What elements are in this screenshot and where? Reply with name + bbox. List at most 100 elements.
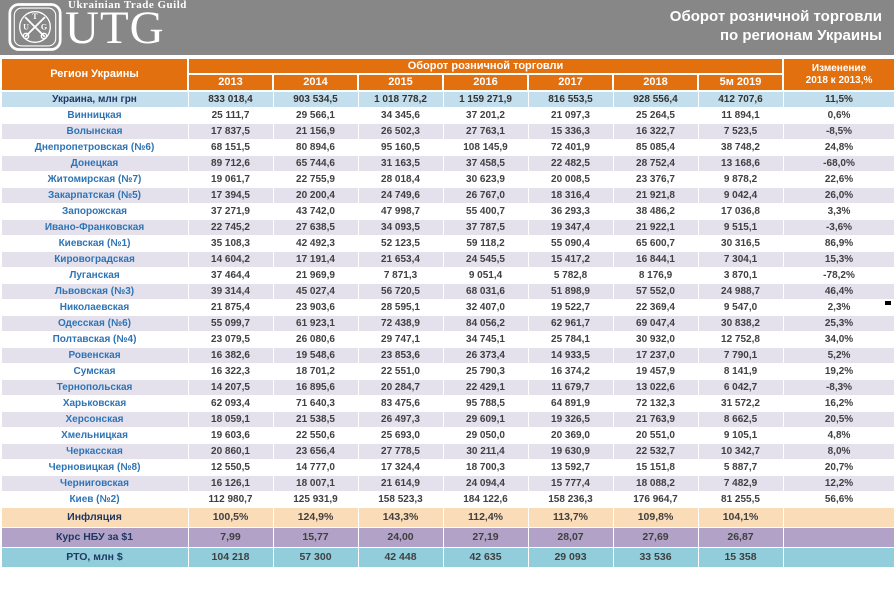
table-row: Житомирская (№7) 19 061,7 22 755,9 28 018,4… xyxy=(0,171,894,188)
value-cell: 28,07 xyxy=(527,527,614,548)
change-cell: 4,8% xyxy=(782,427,894,444)
value-cell: 30 316,5 xyxy=(697,235,784,252)
change-cell: 56,6% xyxy=(782,491,894,508)
value-cell: 18 059,1 xyxy=(187,411,274,428)
row-label: Ровенская xyxy=(0,347,189,364)
value-cell: 27 778,5 xyxy=(357,443,444,460)
value-cell: 17 036,8 xyxy=(697,203,784,220)
value-cell: 17 837,5 xyxy=(187,123,274,140)
table-row: Киевская (№1) 35 108,3 42 492,3 52 123,5 59 … xyxy=(0,235,894,252)
column-header-year: 2015 xyxy=(357,73,444,92)
value-cell: 903 534,5 xyxy=(272,90,359,108)
table-row: Донецкая 89 712,6 65 744,6 31 163,5 37 458,5… xyxy=(0,155,894,172)
table-row: Кировоградская 14 604,2 17 191,4 21 653,4 24… xyxy=(0,251,894,268)
value-cell: 62 093,4 xyxy=(187,395,274,412)
value-cell: 21 538,5 xyxy=(272,411,359,428)
value-cell: 95 788,5 xyxy=(442,395,529,412)
change-cell: -78,2% xyxy=(782,267,894,284)
svg-text:G: G xyxy=(41,23,48,32)
value-cell: 38 486,2 xyxy=(612,203,699,220)
value-cell: 6 042,7 xyxy=(697,379,784,396)
row-label: Черкасская xyxy=(0,443,189,460)
value-cell: 95 160,5 xyxy=(357,139,444,156)
value-cell: 72 401,9 xyxy=(527,139,614,156)
value-cell: 69 047,4 xyxy=(612,315,699,332)
value-cell: 22 429,1 xyxy=(442,379,529,396)
change-cell: 0,6% xyxy=(782,107,894,124)
value-cell: 51 898,9 xyxy=(527,283,614,300)
value-cell: 125 931,9 xyxy=(272,491,359,508)
row-label: Инфляция xyxy=(0,507,189,528)
value-cell: 26 497,3 xyxy=(357,411,444,428)
table-row: Киев (№2) 112 980,7 125 931,9 158 523,3 184 … xyxy=(0,491,894,508)
value-cell: 31 163,5 xyxy=(357,155,444,172)
value-cell: 928 556,4 xyxy=(612,90,699,108)
row-label: Тернопольская xyxy=(0,379,189,396)
change-cell: 8,0% xyxy=(782,443,894,460)
row-label: Хмельницкая xyxy=(0,427,189,444)
year-header-row: 2013 2014 2015 2016 2017 2018 5м 2019 xyxy=(1,73,894,92)
value-cell: 10 342,7 xyxy=(697,443,784,460)
value-cell: 38 748,2 xyxy=(697,139,784,156)
value-cell: 18 007,1 xyxy=(272,475,359,492)
value-cell: 11 894,1 xyxy=(697,107,784,124)
value-cell: 21 614,9 xyxy=(357,475,444,492)
value-cell: 29 609,1 xyxy=(442,411,529,428)
column-header-year: 2013 xyxy=(187,73,274,92)
table-row: Сумская 16 322,3 18 701,2 22 551,0 25 790,3 1… xyxy=(0,363,894,380)
value-cell: 16 382,6 xyxy=(187,347,274,364)
row-label: Сумская xyxy=(0,363,189,380)
value-cell: 37 458,5 xyxy=(442,155,529,172)
change-cell: -68,0% xyxy=(782,155,894,172)
value-cell: 55 099,7 xyxy=(187,315,274,332)
value-cell: 37 464,4 xyxy=(187,267,274,284)
value-cell: 23 376,7 xyxy=(612,171,699,188)
value-cell: 27,19 xyxy=(442,527,529,548)
table-row: Черновицкая (№8) 12 550,5 14 777,0 17 324,4… xyxy=(0,459,894,476)
value-cell: 11 679,7 xyxy=(527,379,614,396)
value-cell: 19 630,9 xyxy=(527,443,614,460)
page-title-line1: Оборот розничной торговли xyxy=(669,8,882,25)
change-cell: 2,3% xyxy=(782,299,894,316)
change-cell: 20,7% xyxy=(782,459,894,476)
change-cell: 5,2% xyxy=(782,347,894,364)
rto-row: РТО, млн $104 218 57 300 42 448 42 635 29 09… xyxy=(0,547,894,568)
value-cell: 26 080,6 xyxy=(272,331,359,348)
value-cell: 9 105,1 xyxy=(697,427,784,444)
value-cell: 22 482,5 xyxy=(527,155,614,172)
change-cell: 25,3% xyxy=(782,315,894,332)
value-cell: 19 326,5 xyxy=(527,411,614,428)
value-cell: 80 894,6 xyxy=(272,139,359,156)
value-cell: 15 417,2 xyxy=(527,251,614,268)
value-cell: 35 108,3 xyxy=(187,235,274,252)
value-cell: 100,5% xyxy=(187,507,274,528)
value-cell: 34 345,6 xyxy=(357,107,444,124)
table-row: Харьковская 62 093,4 71 640,3 83 475,6 95 78… xyxy=(0,395,894,412)
row-label: Винницкая xyxy=(0,107,189,124)
value-cell: 14 777,0 xyxy=(272,459,359,476)
value-cell: 27,69 xyxy=(612,527,699,548)
table-row: Запорожская 37 271,9 43 742,0 47 998,7 55 40… xyxy=(0,203,894,220)
value-cell: 15 151,8 xyxy=(612,459,699,476)
value-cell: 42 635 xyxy=(442,547,529,568)
value-cell: 22 551,0 xyxy=(357,363,444,380)
column-header-year: 2016 xyxy=(442,73,529,92)
change-cell: 15,3% xyxy=(782,251,894,268)
table-row: Львовская (№3) 39 314,4 45 027,4 56 720,5 68… xyxy=(0,283,894,300)
table-row: Днепропетровская (№6) 68 151,5 80 894,6 95 … xyxy=(0,139,894,156)
table-row: Ивано-Франковская 22 745,2 27 638,5 34 093,… xyxy=(0,219,894,236)
value-cell: 17 324,4 xyxy=(357,459,444,476)
value-cell: 104 218 xyxy=(187,547,274,568)
value-cell: 24 988,7 xyxy=(697,283,784,300)
value-cell: 109,8% xyxy=(612,507,699,528)
value-cell: 42 448 xyxy=(357,547,444,568)
value-cell: 9 042,4 xyxy=(697,187,784,204)
value-cell: 7 871,3 xyxy=(357,267,444,284)
column-header-change: Изменение 2018 к 2013,% xyxy=(782,57,894,92)
value-cell: 28 752,4 xyxy=(612,155,699,172)
change-cell: 20,5% xyxy=(782,411,894,428)
value-cell: 176 964,7 xyxy=(612,491,699,508)
retail-turnover-table: Регион Украины Оборот розничной торговли… xyxy=(0,57,894,568)
value-cell: 15,77 xyxy=(272,527,359,548)
row-label: Киев (№2) xyxy=(0,491,189,508)
